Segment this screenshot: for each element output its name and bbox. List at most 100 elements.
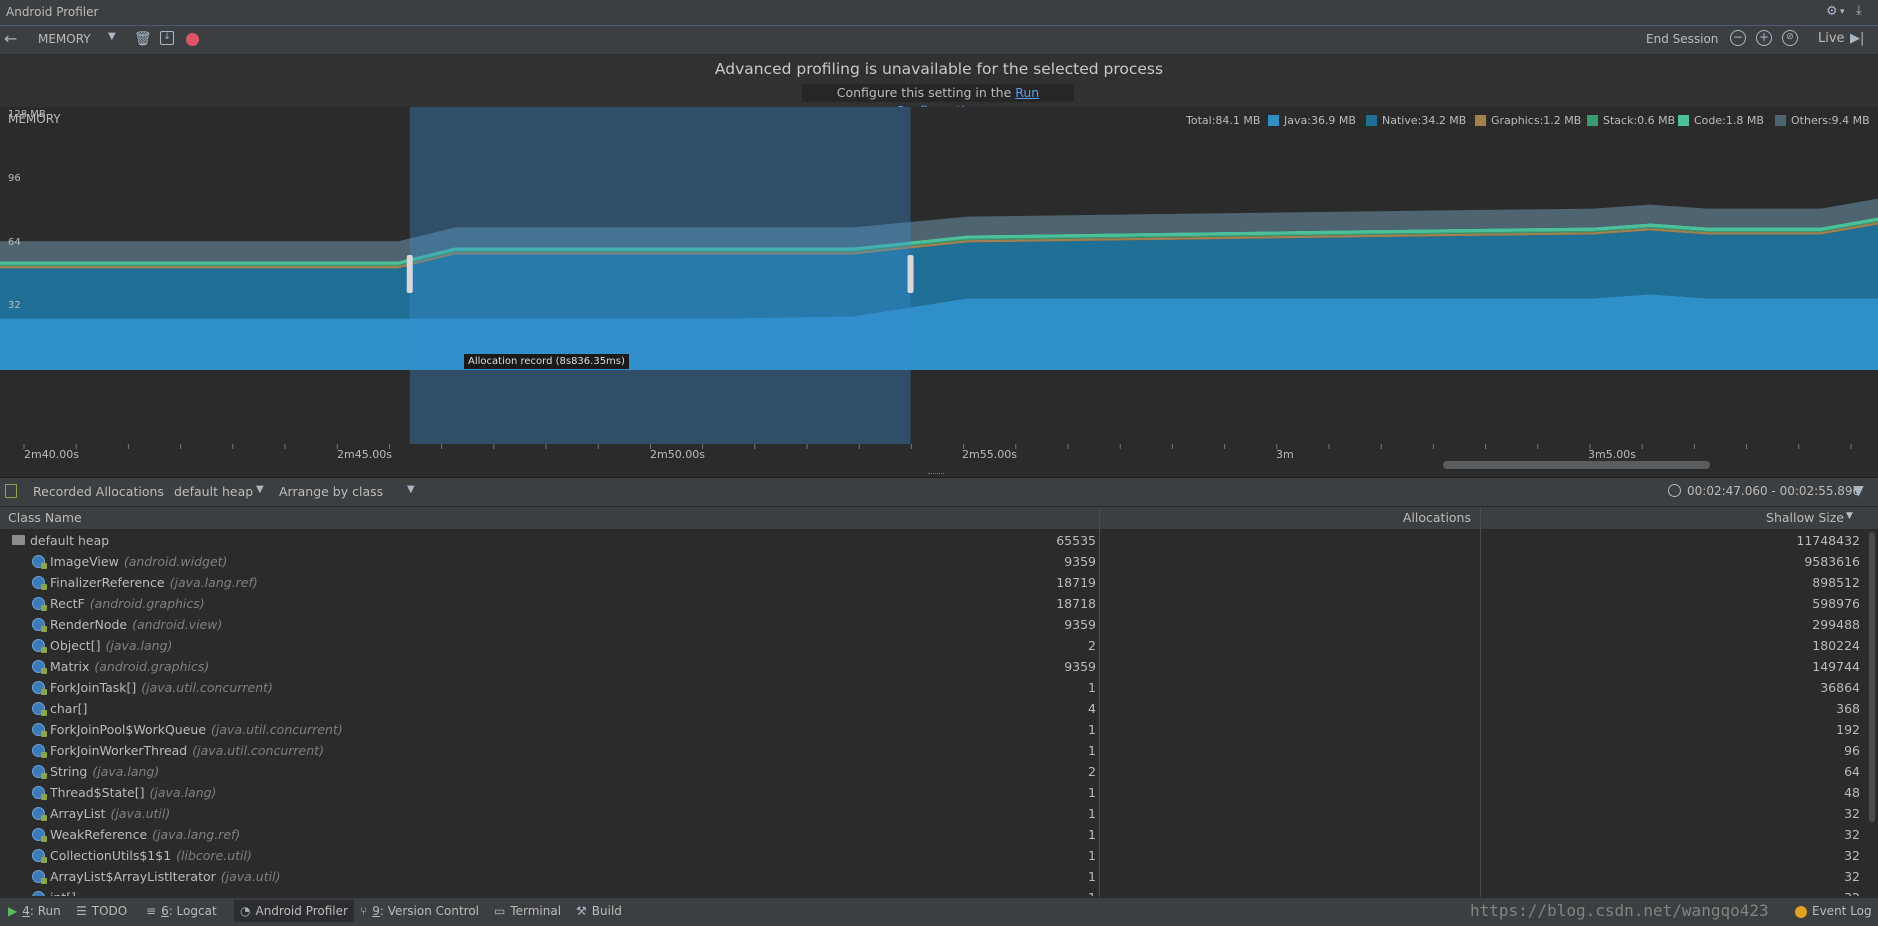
go-live-icon[interactable]: ▶| <box>1850 31 1865 46</box>
gear-icon[interactable]: ⚙ <box>1826 4 1838 19</box>
table-row[interactable]: ForkJoinTask[] (java.util.concurrent) 1 368… <box>0 677 1866 698</box>
class-name: Matrix (android.graphics) <box>50 656 209 677</box>
class-icon <box>32 849 47 863</box>
arrange-select[interactable]: Arrange by class ▼ <box>279 482 419 502</box>
legend-swatch <box>1678 115 1689 126</box>
tool-window-button[interactable]: ⚒ Build <box>576 904 622 918</box>
table-row[interactable]: WeakReference (java.lang.ref) 1 32 <box>0 824 1866 845</box>
class-package: (java.util) <box>220 869 281 884</box>
event-log-button[interactable]: Event Log <box>1812 904 1872 918</box>
table-row[interactable]: ArrayList$ArrayListIterator (java.util) 1 3… <box>0 866 1866 887</box>
chevron-down-icon[interactable]: ▾ <box>1840 7 1845 17</box>
table-row[interactable]: String (java.lang) 2 64 <box>0 761 1866 782</box>
table-scrollbar-thumb[interactable] <box>1869 532 1875 822</box>
table-scrollbar[interactable] <box>1866 530 1878 896</box>
selection-tooltip: Allocation record (8s836.35ms) <box>464 354 629 369</box>
tool-window-button[interactable]: ▭ Terminal <box>494 904 561 918</box>
class-package: (java.util) <box>110 806 171 821</box>
filter-icon[interactable]: ▼ <box>1853 483 1864 499</box>
class-icon <box>32 576 47 590</box>
table-row[interactable]: ImageView (android.widget) 9359 9583616 <box>0 551 1866 572</box>
timeline-scrollbar[interactable] <box>1443 461 1710 469</box>
selection-range[interactable] <box>409 107 911 444</box>
todo-icon: ☰ <box>76 904 87 918</box>
memory-chart[interactable]: MEMORY 128 MB 96 64 32 Total:84.1 MB Java:36… <box>0 107 1878 444</box>
chevron-down-icon: ▼ <box>407 484 415 495</box>
event-log-icon[interactable] <box>1795 906 1807 918</box>
allocations-cell: 2 <box>1088 764 1096 779</box>
selection-handle-right[interactable] <box>907 255 914 293</box>
shallow-size-cell: 48 <box>1844 785 1860 800</box>
selection-handle-left[interactable] <box>406 255 413 293</box>
class-icon <box>32 786 47 800</box>
table-row[interactable]: RectF (android.graphics) 18718 598976 <box>0 593 1866 614</box>
tool-window-button[interactable]: ⑂ 9: Version Control <box>360 904 479 918</box>
legend-item: Native:34.2 MB <box>1366 114 1466 127</box>
capture-heap-dump-icon[interactable]: ↓ <box>160 31 174 45</box>
allocations-cell: 1 <box>1088 722 1096 737</box>
record-allocations-button[interactable] <box>186 33 199 46</box>
class-package: (java.util.concurrent) <box>192 743 324 758</box>
back-arrow-icon[interactable]: ← <box>4 29 18 48</box>
column-divider[interactable] <box>1099 507 1100 897</box>
chevron-down-icon: ▼ <box>108 31 116 42</box>
table-row[interactable]: ArrayList (java.util) 1 32 <box>0 803 1866 824</box>
heap-select[interactable]: default heap ▼ <box>174 482 270 502</box>
table-row[interactable]: Object[] (java.lang) 2 180224 <box>0 635 1866 656</box>
end-session-button[interactable]: End Session <box>1646 32 1719 46</box>
heap-select-value: default heap <box>174 484 254 499</box>
class-icon <box>32 639 47 653</box>
column-shallow-size[interactable]: Shallow Size <box>1766 510 1844 525</box>
x-tick-label: 3m <box>1276 448 1294 461</box>
shallow-size-cell: 192 <box>1836 722 1860 737</box>
heap-icon <box>12 535 25 545</box>
table-row[interactable]: Thread$State[] (java.lang) 1 48 <box>0 782 1866 803</box>
table-row[interactable]: char[] 4 368 <box>0 698 1866 719</box>
class-simple-name: Object[] <box>50 638 101 653</box>
table-row[interactable]: ForkJoinWorkerThread (java.util.concurren… <box>0 740 1866 761</box>
y-tick-label: 96 <box>8 172 21 184</box>
banner-message: Advanced profiling is unavailable for th… <box>714 60 1164 78</box>
class-name: ArrayList$ArrayListIterator (java.util) <box>50 866 280 887</box>
zoom-in-icon[interactable]: + <box>1756 30 1772 46</box>
export-icon[interactable] <box>5 484 17 498</box>
column-divider[interactable] <box>1480 507 1481 897</box>
y-tick-label: 128 MB <box>8 109 46 120</box>
class-icon <box>32 597 47 611</box>
allocations-cell: 9359 <box>1064 617 1096 632</box>
hide-icon[interactable]: ⤓ <box>1856 3 1862 18</box>
profiler-dropdown[interactable]: MEMORY ▼ <box>30 30 126 50</box>
table-row[interactable]: int[] 1 32 <box>0 887 1866 896</box>
class-simple-name: FinalizerReference <box>50 575 165 590</box>
class-name: ForkJoinPool$WorkQueue (java.util.concurr… <box>50 719 343 740</box>
profiler-toolbar: ← MEMORY ▼ 🗑 ↓ End Session − + ⊘ Live ▶| <box>0 26 1878 55</box>
live-button[interactable]: Live <box>1818 31 1845 46</box>
tool-window-button[interactable]: ☰ TODO <box>76 904 127 918</box>
trash-icon[interactable]: 🗑 <box>134 31 152 47</box>
legend-swatch <box>1587 115 1598 126</box>
allocations-cell: 9359 <box>1064 554 1096 569</box>
column-allocations[interactable]: Allocations <box>1402 510 1471 525</box>
class-package: (java.lang) <box>105 638 173 653</box>
class-icon <box>32 828 47 842</box>
tool-window-button[interactable]: ≡ 6: Logcat <box>146 904 217 918</box>
tool-window-button[interactable]: ◔ Android Profiler <box>234 900 354 922</box>
reset-zoom-icon[interactable]: ⊘ <box>1782 30 1798 46</box>
table-row-root[interactable]: default heap 65535 11748432 <box>0 530 1866 551</box>
table-row[interactable]: FinalizerReference (java.lang.ref) 18719 89… <box>0 572 1866 593</box>
class-simple-name: ForkJoinWorkerThread <box>50 743 188 758</box>
class-simple-name: ForkJoinPool$WorkQueue <box>50 722 207 737</box>
class-icon <box>32 660 47 674</box>
class-icon <box>32 555 47 569</box>
table-row[interactable]: ForkJoinPool$WorkQueue (java.util.concurr… <box>0 719 1866 740</box>
table-row[interactable]: RenderNode (android.view) 9359 299488 <box>0 614 1866 635</box>
tool-window-button[interactable]: ▶ 4: Run <box>8 904 61 918</box>
class-package: (java.lang.ref) <box>152 827 241 842</box>
allocations-cell: 1 <box>1088 806 1096 821</box>
class-simple-name: ArrayList <box>50 806 106 821</box>
zoom-out-icon[interactable]: − <box>1730 30 1746 46</box>
table-row[interactable]: CollectionUtils$1$1 (libcore.util) 1 32 <box>0 845 1866 866</box>
column-class-name[interactable]: Class Name <box>8 510 82 525</box>
table-row[interactable]: Matrix (android.graphics) 9359 149744 <box>0 656 1866 677</box>
class-name: char[] <box>50 698 92 719</box>
